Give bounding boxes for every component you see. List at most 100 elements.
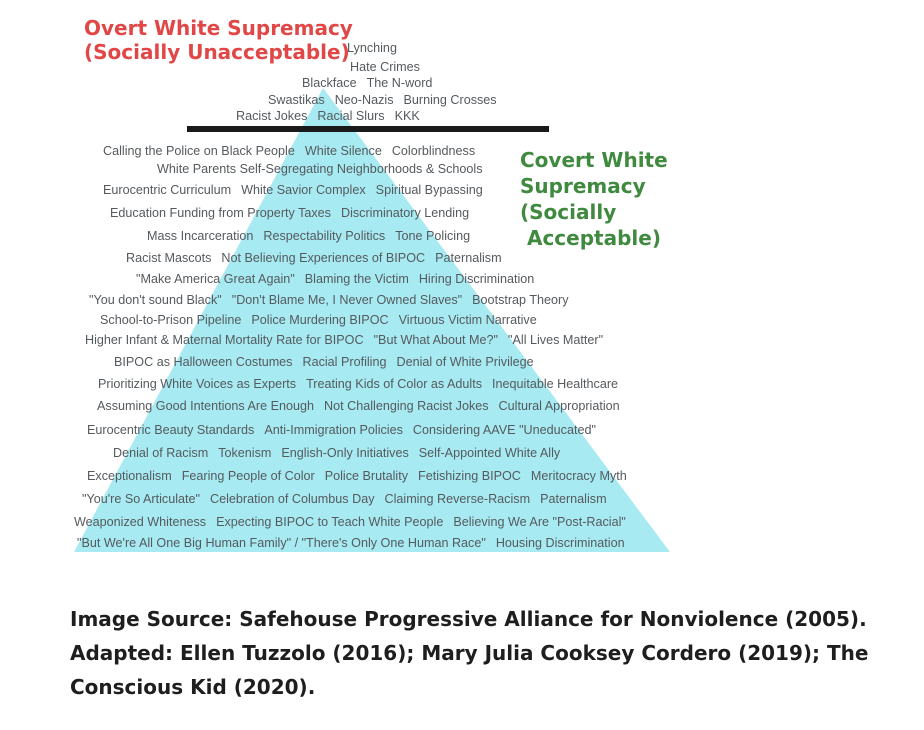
example-item: KKK [394,109,420,123]
example-row: "You don't sound Black" "Don't Blame Me, … [89,293,569,307]
example-row: Calling the Police on Black People White … [103,144,475,158]
example-item: Racist Mascots [126,251,212,265]
covert-title-line: Supremacy [520,174,646,198]
overt-supremacy-title: Overt White Supremacy (Socially Unaccept… [84,16,353,64]
example-row: Weaponized Whiteness Expecting BIPOC to T… [74,515,626,529]
example-item: Expecting BIPOC to Teach White People [216,515,444,529]
example-item: Claiming Reverse-Racism [384,492,531,506]
example-item: Celebration of Columbus Day [210,492,375,506]
covert-supremacy-title: Covert White Supremacy (Socially Accepta… [520,147,668,251]
example-item: The N-word [366,76,433,90]
example-item: Paternalism [435,251,502,265]
example-item: Assuming Good Intentions Are Enough [97,399,315,413]
example-item: Believing We Are "Post-Racial" [453,515,626,529]
example-item: Exceptionalism [87,469,172,483]
covert-title-line: (Socially [520,200,617,224]
example-item: School-to-Prison Pipeline [100,313,242,327]
example-item: Burning Crosses [403,93,497,107]
example-item: BIPOC as Halloween Costumes [114,355,293,369]
example-item: Self-Appointed White Ally [418,446,561,460]
example-item: Hate Crimes [350,60,420,74]
example-row: School-to-Prison Pipeline Police Murderin… [100,313,537,327]
example-item: Swastikas [268,93,325,107]
example-item: Housing Discrimination [495,536,625,550]
example-item: Discriminatory Lending [340,206,470,220]
overt-title-line: Overt White Supremacy [84,16,353,40]
covert-title-line: Covert White [520,148,668,172]
example-item: Mass Incarceration [147,229,254,243]
example-row: "You're So Articulate" Celebration of Col… [82,492,607,506]
example-item: Paternalism [540,492,607,506]
example-item: Weaponized Whiteness [74,515,207,529]
example-row: Eurocentric Curriculum White Savior Compl… [103,183,483,197]
example-item: White Parents Self-Segregating Neighborh… [157,162,483,176]
example-item: Respectability Politics [263,229,386,243]
caption-line: Image Source: Safehouse Progressive Alli… [70,607,867,631]
example-item: Blaming the Victim [304,272,409,286]
example-item: Racial Profiling [302,355,387,369]
example-item: White Savior Complex [241,183,366,197]
example-item: Spiritual Bypassing [375,183,483,197]
example-item: Blackface [302,76,357,90]
example-row: Eurocentric Beauty Standards Anti-Immigra… [87,423,596,437]
example-item: Fetishizing BIPOC [418,469,521,483]
white-supremacy-pyramid-diagram: Overt White Supremacy (Socially Unaccept… [74,16,670,552]
example-item: Tone Policing [395,229,471,243]
example-row: Lynching [347,41,397,55]
example-item: Tokenism [218,446,272,460]
example-item: Police Brutality [324,469,409,483]
example-item: Treating Kids of Color as Adults [306,377,483,391]
example-row: Education Funding from Property Taxes Dis… [110,206,469,220]
example-row: Racist Jokes Racial Slurs KKK [236,109,420,123]
example-row: Mass Incarceration Respectability Politic… [147,229,470,243]
example-item: "You don't sound Black" [89,293,222,307]
example-item: Prioritizing White Voices as Experts [98,377,297,391]
covert-title-line: Acceptable) [520,226,661,250]
example-item: Inequitable Healthcare [492,377,619,391]
example-row: Blackface The N-word [302,76,432,90]
example-item: Bootstrap Theory [472,293,569,307]
example-item: Not Challenging Racist Jokes [324,399,489,413]
overt-covert-divider-line [187,126,549,132]
example-item: Anti-Immigration Policies [264,423,403,437]
example-item: Colorblindness [391,144,476,158]
example-item: Fearing People of Color [181,469,315,483]
example-item: Racist Jokes [236,109,308,123]
example-item: English-Only Initiatives [281,446,409,460]
example-item: Calling the Police on Black People [103,144,295,158]
example-item: "But We're All One Big Human Family" / "… [77,536,486,550]
example-row: Denial of Racism Tokenism English-Only Ini… [113,446,560,460]
example-item: Neo-Nazis [334,93,394,107]
example-row: "But We're All One Big Human Family" / "… [77,536,625,550]
example-item: "But What About Me?" [373,333,499,347]
example-item: Virtuous Victim Narrative [398,313,537,327]
example-item: Education Funding from Property Taxes [110,206,331,220]
example-row: Hate Crimes [350,60,420,74]
example-item: "All Lives Matter" [508,333,604,347]
example-item: Meritocracy Myth [530,469,627,483]
image-source-caption: Image Source: Safehouse Progressive Alli… [70,602,910,704]
example-row: Exceptionalism Fearing People of Color Pol… [87,469,627,483]
caption-line: Conscious Kid (2020). [70,675,316,699]
example-item: Hiring Discrimination [418,272,535,286]
example-row: BIPOC as Halloween Costumes Racial Profil… [114,355,534,369]
example-item: Eurocentric Curriculum [103,183,232,197]
example-item: Lynching [347,41,397,55]
example-item: "Don't Blame Me, I Never Owned Slaves" [231,293,463,307]
overt-title-line: (Socially Unacceptable) [84,40,350,64]
example-row: Prioritizing White Voices as Experts Trea… [98,377,618,391]
example-row: "Make America Great Again" Blaming the Vi… [136,272,534,286]
example-item: Denial of Racism [113,446,209,460]
pyramid-shape [74,88,670,552]
example-item: Police Murdering BIPOC [251,313,389,327]
example-item: White Silence [304,144,382,158]
example-item: Racial Slurs [317,109,385,123]
example-row: Assuming Good Intentions Are Enough Not C… [97,399,620,413]
example-item: Higher Infant & Maternal Mortality Rate … [85,333,364,347]
example-item: Considering AAVE "Uneducated" [412,423,596,437]
example-row: Swastikas Neo-Nazis Burning Crosses [268,93,497,107]
example-item: "Make America Great Again" [136,272,295,286]
example-item: Eurocentric Beauty Standards [87,423,255,437]
example-row: White Parents Self-Segregating Neighborh… [157,162,483,176]
caption-line: Adapted: Ellen Tuzzolo (2016); Mary Juli… [70,641,869,665]
